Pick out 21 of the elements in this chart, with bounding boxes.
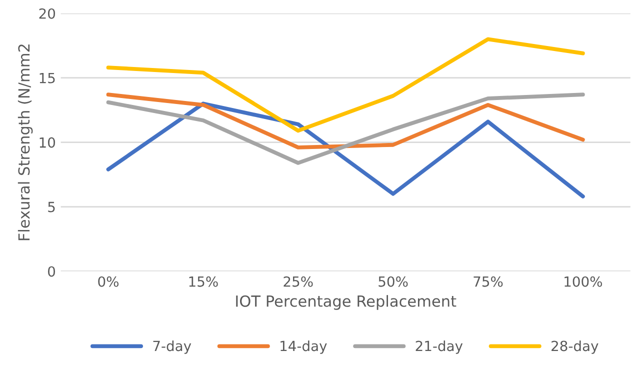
line-series [106, 102, 585, 198]
legend-label: 7-day [153, 340, 192, 354]
x-tick-label: 50% [378, 276, 408, 287]
y-axis-title: Flexural Strength (N/mm2 [18, 44, 33, 240]
x-tick-label: 25% [284, 276, 313, 287]
x-axis-title: IOT Percentage Replacement [236, 295, 456, 310]
y-tick-label: 0 [48, 266, 56, 277]
legend-label: 21-day [416, 340, 463, 354]
legend-label: 14-day [280, 340, 327, 354]
line-series [106, 92, 585, 165]
x-tick-label: 75% [474, 276, 503, 287]
line-series [106, 37, 585, 133]
y-tick-label: 20 [39, 8, 56, 19]
line-series [106, 92, 585, 150]
y-tick-label: 15 [40, 72, 55, 84]
x-tick-label: 100% [564, 276, 602, 287]
x-tick-label: 15% [189, 276, 218, 287]
y-tick-label: 10 [40, 137, 56, 148]
y-tick-label: 5 [48, 202, 55, 212]
legend-label: 28-day [552, 340, 598, 354]
x-tick-label: 0% [98, 276, 119, 287]
